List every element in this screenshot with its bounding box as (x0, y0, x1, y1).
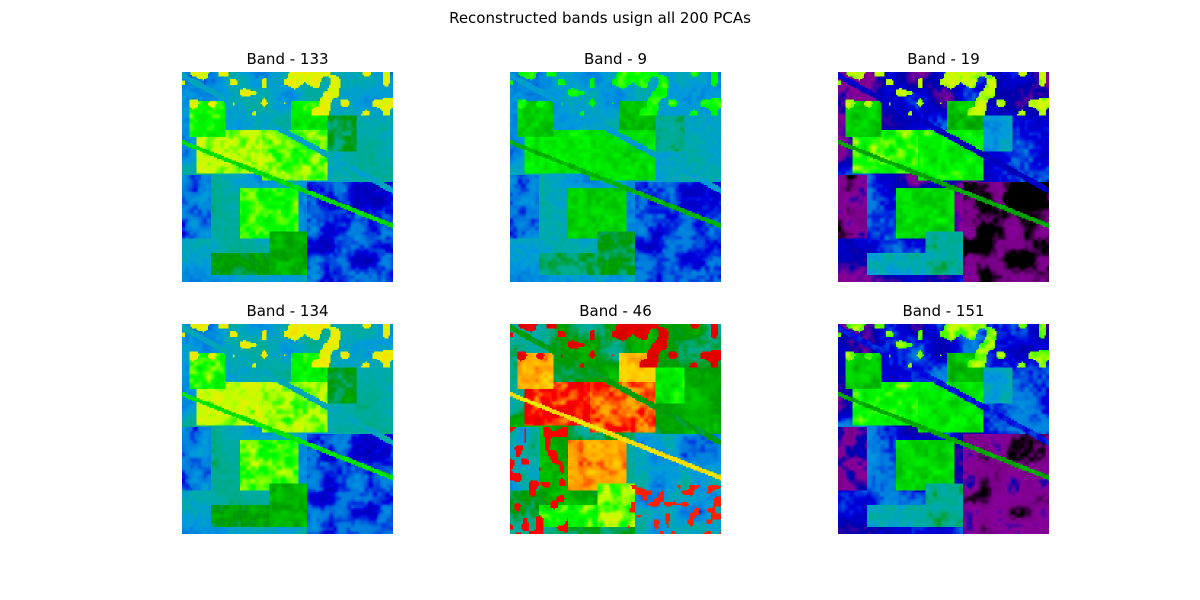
heatmap-band-133 (182, 72, 393, 282)
heatmap-band-46 (510, 324, 721, 534)
panel-title: Band - 134 (246, 302, 329, 320)
heatmap-band-19 (838, 72, 1049, 282)
panel-title: Band - 133 (246, 50, 329, 68)
panel-title: Band - 151 (902, 302, 985, 320)
heatmap-band-134 (182, 324, 393, 534)
figure-title: Reconstructed bands usign all 200 PCAs (449, 9, 751, 27)
heatmap-band-9 (510, 72, 721, 282)
panel-title: Band - 9 (583, 50, 647, 68)
panel-title: Band - 19 (907, 50, 980, 68)
panel-title: Band - 46 (579, 302, 652, 320)
heatmap-band-151 (838, 324, 1049, 534)
